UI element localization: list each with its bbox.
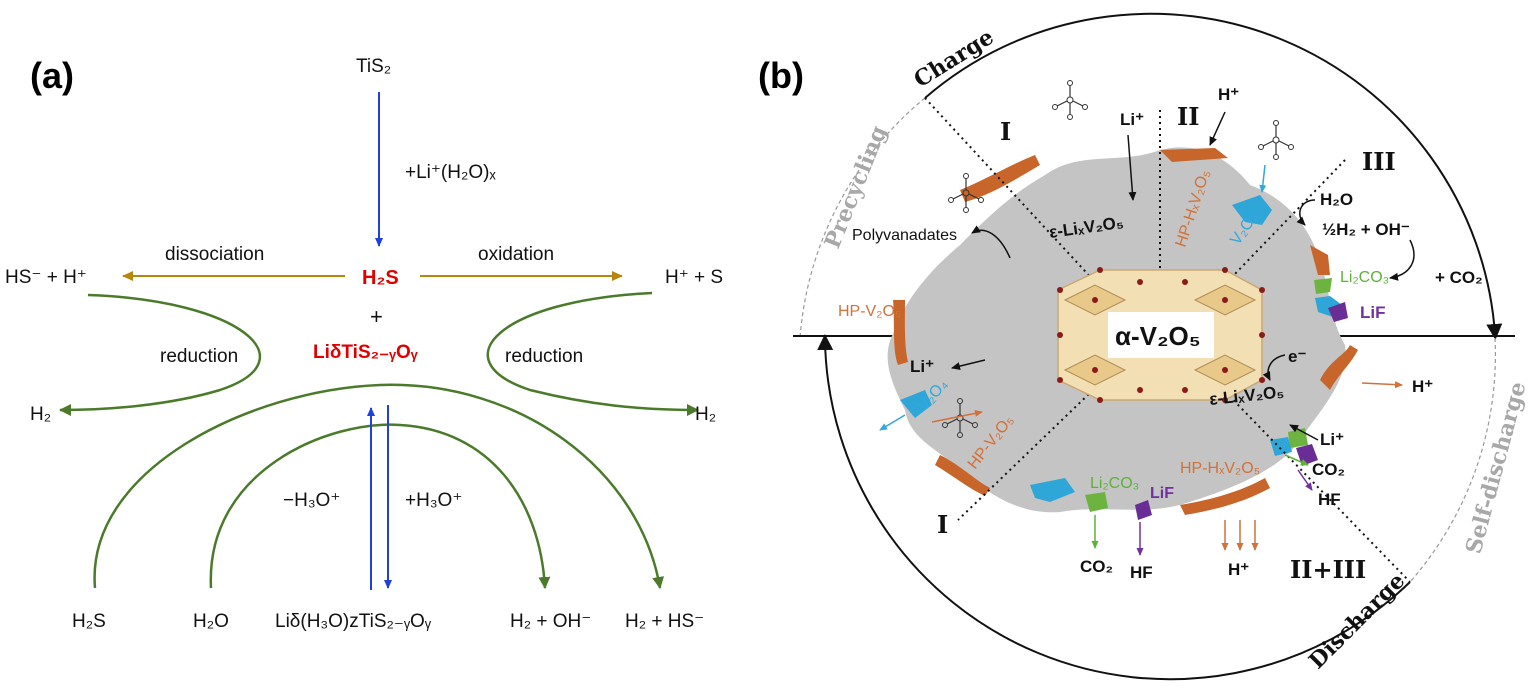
lif-right-label: LiF [1360,303,1386,322]
hp-v2o5-left-label: HP-V₂O₅ [838,303,901,320]
co2-bottom-label: CO₂ [1080,557,1113,576]
h-s-label: H⁺ + S [665,267,723,288]
polyvanadates-label: Polyvanadates [852,227,957,244]
hp-hxv2o5-top-patch [1160,148,1228,162]
li-left-arrow [951,359,986,371]
co2-right-label: CO₂ [1312,460,1345,479]
li-top-label: Li⁺ [1120,110,1144,129]
minus-h3o-label: −H₃O⁺ [283,490,340,511]
hp-v2o5-top-left-patch [960,155,1040,202]
li-right-arrow [1289,424,1319,441]
h2s-reaction-curve [93,383,665,589]
li2co3-bottom-label: Li₂CO₃ [1090,475,1139,492]
v2o4-left-patch [900,390,932,418]
oh-arrow [1389,239,1415,281]
electron-arrow [1262,354,1286,381]
half-h2-label: ½H₂ + OH⁻ [1322,220,1410,239]
vanadate-ion-icon [1257,119,1295,161]
co2-plus-label: + CO₂ [1435,268,1483,287]
bottom-h2o: H₂O [193,611,229,632]
vanadate-ion-icon [1051,79,1089,121]
li-water-label: +Li⁺(H₂O)ₓ [405,162,496,183]
h2-right-label: H₂ [695,404,716,425]
hf-right-arrow [1297,469,1313,491]
li-left-label: Li⁺ [910,357,934,376]
divider-se [1174,339,1411,583]
lif-bottom-patch [1135,500,1152,520]
panel-b-label: (b) [758,55,804,96]
precycling-arc [799,97,926,339]
hp-v2o5-lower-patch [935,455,990,496]
bottom-h2-oh: H₂ + OH⁻ [510,611,591,632]
li-top-arrow [1127,134,1137,201]
plus-sign: + [370,304,383,329]
reduction-curve-right [486,291,699,416]
dissociation-label: dissociation [165,244,264,265]
region-ii-iii-bottom: II+III [1290,555,1366,584]
co2-right-arrow [1284,454,1309,466]
region-i-bottom: I [937,510,948,539]
hf-right-label: HF [1318,490,1341,509]
li2co3-bottom-patch [1085,492,1108,512]
li-compound-label: LiδTiS₂₋ᵧOᵧ [313,342,419,363]
region-iii-top: III [1362,147,1396,176]
hp-hx-bottom-label: HP-HₓV₂O₅ [1180,460,1260,477]
v2o4-top-arrow [1259,164,1267,193]
region-i-top: I [1000,117,1011,146]
alpha-v2o5-label: α-V₂O₅ [1115,321,1201,351]
hp-right-lower-patch [1320,345,1358,390]
reduction-right-label: reduction [505,346,583,367]
h2o-reaction-curve [209,423,551,589]
region-ii-top: II [1177,102,1199,131]
oxidation-label: oxidation [478,244,554,265]
h2-left-label: H₂ [30,404,51,425]
bottom-li-h3o-compound: Liδ(H₃O)zTiS₂₋ᵧOᵧ [275,611,432,632]
lif-right-patch [1328,302,1348,322]
hs-h-label: HS⁻ + H⁺ [5,267,87,288]
h2o-arrow [1296,199,1316,226]
h-top-arrow [1209,111,1226,146]
li2co3-right-label: Li₂CO₃ [1340,269,1389,286]
hp-left-arrow [931,409,983,423]
h-right-arrow [1361,381,1403,389]
charge-arc [924,12,1503,340]
bottom-h2-hs: H₂ + HS⁻ [625,611,704,632]
panel-a: (a) TiS₂ +Li⁺(H₂O)ₓ dissociation oxidati… [5,55,723,632]
h2o-label: H₂O [1320,190,1353,209]
discharge-arc [817,334,1411,681]
hp-right-patch [1310,245,1330,275]
hf-bottom-label: HF [1130,563,1153,582]
v2o4-top-patch [1232,195,1272,225]
v2o4-left-arrow [879,414,906,431]
hp-hxv2o5-bottom-patch [1180,478,1270,515]
polyvanadates-arrow [971,225,1011,259]
bottom-h2s: H₂S [72,611,106,632]
hp-v2o5-left-patch [893,300,908,365]
h-right-label: H⁺ [1412,377,1433,396]
crystal-structure [1057,267,1265,403]
li-right-label: Li⁺ [1320,430,1344,449]
plus-h3o-label: +H₃O⁺ [405,490,462,511]
charge-label: Charge [909,24,998,93]
h-bottom-label: H⁺ [1228,560,1249,579]
h2s-center-label: H₂S [362,267,399,289]
h-top-label: H⁺ [1218,85,1239,104]
panel-a-label: (a) [30,55,74,96]
electron-label: e⁻ [1288,347,1306,366]
li2co3-right-lower-patch [1288,428,1308,448]
lif-bottom-label: LiF [1150,485,1174,502]
self-discharge-label: Self-discharge [1461,379,1530,557]
v2o4-right-lower-patch [1270,437,1292,456]
v2o4-bottom-patch [1030,478,1075,502]
reduction-curve-left [59,293,262,416]
li2co3-right-patch [1314,278,1332,294]
panel-b: (b) [758,12,1530,681]
reduction-left-label: reduction [160,346,238,367]
tis2-label: TiS₂ [356,56,391,77]
